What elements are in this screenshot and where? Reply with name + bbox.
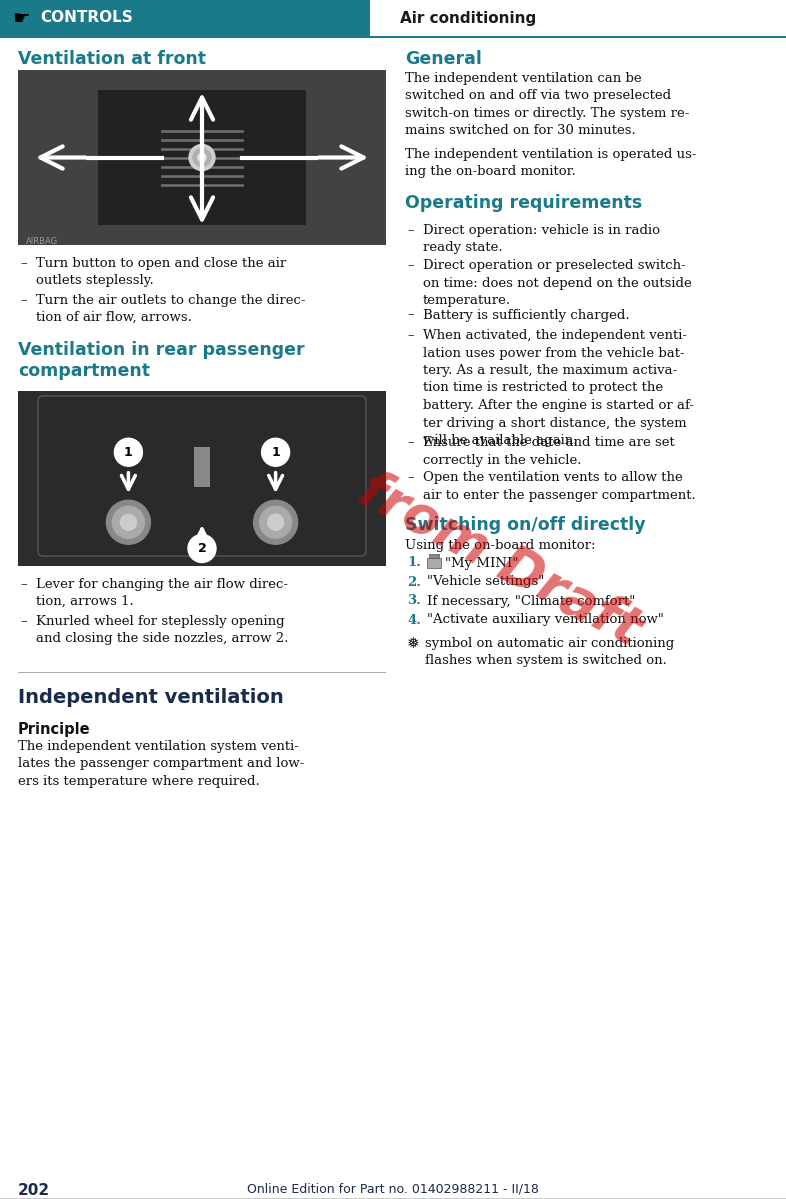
Text: Direct operation or preselected switch-
on time: does not depend on the outside
: Direct operation or preselected switch- … [423, 259, 692, 307]
Bar [0, 36, 786, 38]
Text: Air conditioning: Air conditioning [400, 11, 536, 25]
Text: 1: 1 [124, 446, 133, 459]
Circle shape [198, 153, 206, 162]
Text: Lever for changing the air flow direc-
tion, arrows 1.: Lever for changing the air flow direc- t… [36, 578, 288, 608]
Text: 1: 1 [271, 446, 280, 459]
Text: Battery is sufficiently charged.: Battery is sufficiently charged. [423, 308, 630, 321]
Bar [18, 391, 386, 566]
Text: 4.: 4. [407, 614, 421, 627]
Bar [427, 558, 441, 567]
Circle shape [188, 535, 216, 562]
Text: –: – [407, 471, 413, 484]
Text: symbol on automatic air conditioning
flashes when system is switched on.: symbol on automatic air conditioning fla… [425, 637, 674, 667]
Text: –: – [407, 436, 413, 450]
Text: ☛: ☛ [12, 8, 30, 28]
Circle shape [189, 145, 215, 170]
Text: from Draft: from Draft [350, 464, 650, 656]
Text: ❅: ❅ [407, 637, 420, 651]
Circle shape [262, 439, 289, 466]
Text: Principle: Principle [18, 722, 90, 737]
Text: 202: 202 [18, 1183, 50, 1198]
Bar [18, 391, 386, 566]
Text: CONTROLS: CONTROLS [40, 11, 133, 25]
Text: Open the ventilation vents to allow the
air to enter the passenger compartment.: Open the ventilation vents to allow the … [423, 471, 696, 502]
Circle shape [106, 500, 150, 544]
Text: –: – [20, 578, 27, 591]
Circle shape [254, 500, 298, 544]
Text: The independent ventilation is operated us-
ing the on-board monitor.: The independent ventilation is operated … [405, 147, 696, 179]
Circle shape [112, 506, 145, 538]
Text: 2: 2 [197, 542, 207, 555]
Text: Ensure that the date and time are set
correctly in the vehicle.: Ensure that the date and time are set co… [423, 436, 674, 466]
Text: The independent ventilation can be
switched on and off via two preselected
switc: The independent ventilation can be switc… [405, 72, 689, 138]
Bar [429, 554, 439, 558]
Text: 1.: 1. [407, 556, 421, 570]
Text: "Vehicle settings": "Vehicle settings" [427, 576, 544, 589]
Text: 2.: 2. [407, 576, 421, 589]
Circle shape [115, 439, 142, 466]
Text: Direct operation: vehicle is in radio
ready state.: Direct operation: vehicle is in radio re… [423, 224, 660, 254]
Text: Ventilation in rear passenger
compartment: Ventilation in rear passenger compartmen… [18, 341, 305, 380]
Bar [18, 70, 386, 245]
Bar [194, 447, 210, 487]
FancyBboxPatch shape [38, 396, 366, 556]
Circle shape [193, 149, 211, 167]
Text: –: – [407, 224, 413, 237]
Text: –: – [20, 294, 27, 307]
Text: The independent ventilation system venti-
lates the passenger compartment and lo: The independent ventilation system venti… [18, 740, 304, 788]
Bar [0, 0, 370, 36]
Text: –: – [20, 615, 27, 628]
Text: –: – [407, 329, 413, 342]
Text: Independent ventilation: Independent ventilation [18, 688, 284, 707]
Bar [18, 70, 386, 245]
Text: Switching on/off directly: Switching on/off directly [405, 517, 645, 535]
Text: Knurled wheel for steplessly opening
and closing the side nozzles, arrow 2.: Knurled wheel for steplessly opening and… [36, 615, 288, 645]
Text: General: General [405, 50, 482, 68]
Text: Operating requirements: Operating requirements [405, 194, 642, 212]
Text: Online Edition for Part no. 01402988211 - II/18: Online Edition for Part no. 01402988211 … [247, 1183, 539, 1195]
Text: Using the on-board monitor:: Using the on-board monitor: [405, 538, 596, 552]
Text: Turn the air outlets to change the direc-
tion of air flow, arrows.: Turn the air outlets to change the direc… [36, 294, 306, 324]
Text: –: – [407, 308, 413, 321]
Bar [0, 1198, 786, 1199]
Bar [98, 90, 306, 225]
Text: "Activate auxiliary ventilation now": "Activate auxiliary ventilation now" [427, 614, 664, 627]
Circle shape [259, 506, 292, 538]
Text: When activated, the independent venti-
lation uses power from the vehicle bat-
t: When activated, the independent venti- l… [423, 329, 694, 447]
Text: "My MINI": "My MINI" [445, 556, 519, 570]
Circle shape [120, 514, 137, 530]
Text: Ventilation at front: Ventilation at front [18, 50, 206, 68]
Text: AIRBAG: AIRBAG [26, 237, 58, 246]
Bar [18, 671, 386, 673]
Text: –: – [407, 259, 413, 272]
Circle shape [267, 514, 284, 530]
Text: Turn button to open and close the air
outlets steplessly.: Turn button to open and close the air ou… [36, 257, 286, 287]
Text: If necessary, "Climate comfort": If necessary, "Climate comfort" [427, 595, 635, 608]
Text: 3.: 3. [407, 595, 421, 608]
Text: –: – [20, 257, 27, 270]
